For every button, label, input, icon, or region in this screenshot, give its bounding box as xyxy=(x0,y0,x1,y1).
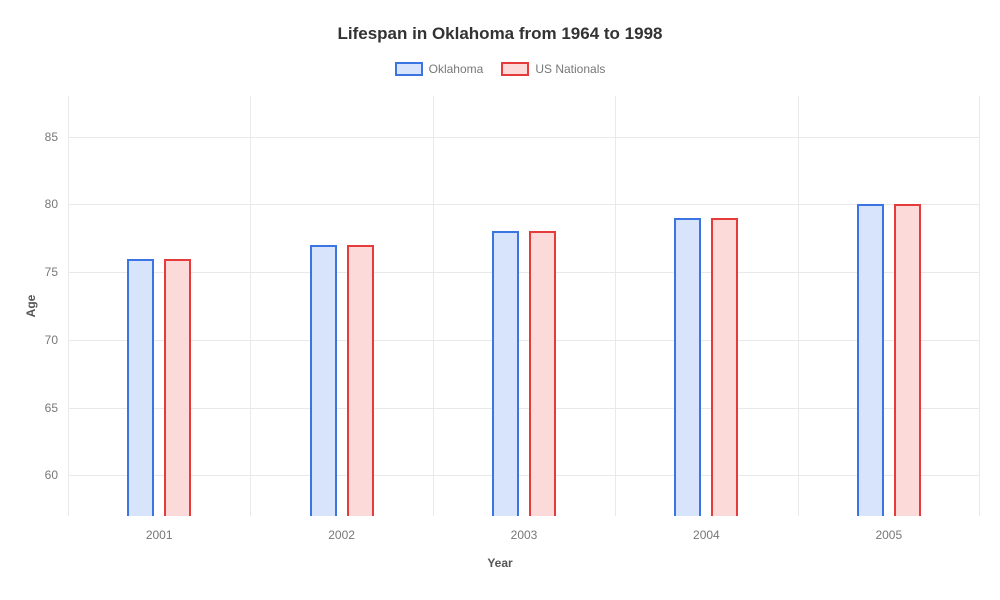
legend-item: US Nationals xyxy=(501,62,605,76)
gridline-vertical xyxy=(433,96,434,516)
y-tick-label: 65 xyxy=(45,401,58,415)
chart-container: Lifespan in Oklahoma from 1964 to 1998 O… xyxy=(0,0,1000,600)
bar xyxy=(529,231,556,516)
legend-swatch xyxy=(395,62,423,76)
legend: Oklahoma US Nationals xyxy=(0,62,1000,76)
bar xyxy=(310,245,337,516)
bar xyxy=(674,218,701,516)
x-tick-label: 2004 xyxy=(693,528,720,542)
gridline-vertical xyxy=(250,96,251,516)
x-axis-title: Year xyxy=(487,556,512,570)
gridline-vertical xyxy=(798,96,799,516)
gridline-horizontal xyxy=(68,137,980,138)
y-tick-label: 70 xyxy=(45,333,58,347)
bar xyxy=(857,204,884,516)
plot-area: 60657075808520012002200320042005 xyxy=(68,96,980,516)
bar xyxy=(164,259,191,516)
bar xyxy=(347,245,374,516)
y-axis-title: Age xyxy=(24,295,38,318)
y-tick-label: 80 xyxy=(45,197,58,211)
bar xyxy=(127,259,154,516)
y-tick-label: 60 xyxy=(45,468,58,482)
gridline-vertical xyxy=(615,96,616,516)
gridline-horizontal xyxy=(68,475,980,476)
gridline-horizontal xyxy=(68,340,980,341)
legend-swatch xyxy=(501,62,529,76)
y-tick-label: 75 xyxy=(45,265,58,279)
legend-label: US Nationals xyxy=(535,62,605,76)
x-tick-label: 2003 xyxy=(511,528,538,542)
x-tick-label: 2001 xyxy=(146,528,173,542)
legend-item: Oklahoma xyxy=(395,62,484,76)
x-tick-label: 2005 xyxy=(875,528,902,542)
bar xyxy=(894,204,921,516)
gridline-horizontal xyxy=(68,272,980,273)
gridline-horizontal xyxy=(68,204,980,205)
y-tick-label: 85 xyxy=(45,130,58,144)
gridline-horizontal xyxy=(68,408,980,409)
bar xyxy=(711,218,738,516)
chart-title: Lifespan in Oklahoma from 1964 to 1998 xyxy=(0,24,1000,44)
bar xyxy=(492,231,519,516)
x-tick-label: 2002 xyxy=(328,528,355,542)
gridline-vertical xyxy=(979,96,980,516)
legend-label: Oklahoma xyxy=(429,62,484,76)
gridline-vertical xyxy=(68,96,69,516)
